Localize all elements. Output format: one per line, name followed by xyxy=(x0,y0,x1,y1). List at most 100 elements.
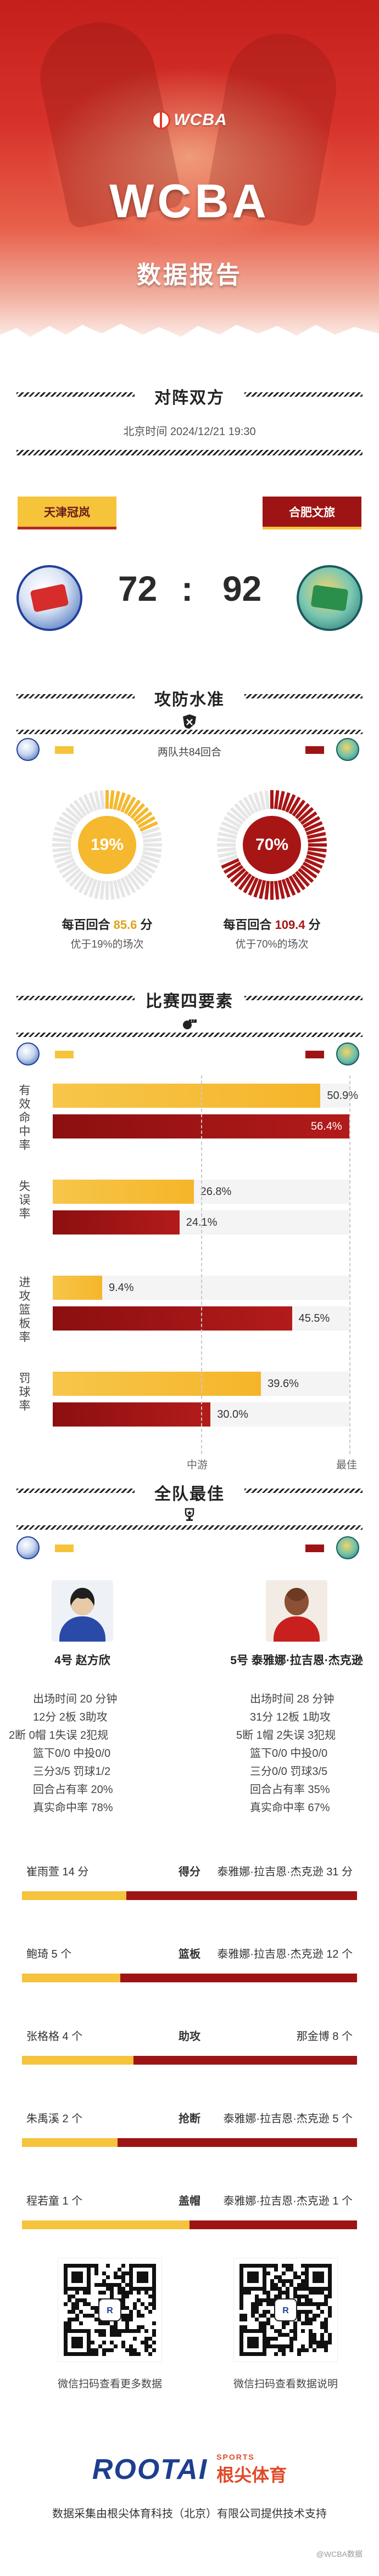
qr-module xyxy=(64,2291,68,2295)
qr-module xyxy=(255,2310,259,2314)
qr-finder xyxy=(137,2271,148,2283)
qr-module xyxy=(266,2302,270,2306)
qr-module xyxy=(263,2314,266,2318)
qr-module xyxy=(141,2302,144,2306)
home-stat-line: 回合占有率 20% xyxy=(33,1784,113,1796)
ring-tick xyxy=(288,875,301,894)
qr-module xyxy=(297,2352,301,2356)
qr-module xyxy=(114,2271,118,2275)
qr-module xyxy=(266,2298,270,2302)
qr-module xyxy=(293,2271,297,2275)
home-factor-bar xyxy=(53,1372,261,1396)
qr-code-more-data[interactable]: R xyxy=(58,2258,162,2362)
away-mini-logo xyxy=(336,738,359,761)
qr-module xyxy=(328,2310,332,2314)
qr-code-data-notes[interactable]: R xyxy=(233,2258,338,2362)
qr-module xyxy=(68,2318,71,2321)
qr-module xyxy=(110,2329,114,2333)
away-color-swatch xyxy=(305,1051,324,1058)
ring-tick xyxy=(109,881,115,900)
ring-tick xyxy=(58,816,77,828)
home-points-per-100: 每百回合 85.6 分 xyxy=(25,915,190,933)
qr-module xyxy=(313,2318,316,2321)
qr-module xyxy=(282,2325,286,2329)
qr-module xyxy=(270,2337,274,2341)
ring-tick xyxy=(305,826,325,836)
qr-module xyxy=(106,2348,110,2352)
qr-module xyxy=(266,2295,270,2298)
qr-module xyxy=(114,2325,118,2329)
qr-module xyxy=(313,2337,316,2341)
ring-tick xyxy=(69,803,85,819)
ring-tick xyxy=(142,850,161,858)
away-mini-logo xyxy=(336,1042,359,1066)
qr-module xyxy=(125,2325,129,2329)
home-leader: 张格格 4 个 xyxy=(26,2031,83,2043)
ring-tick xyxy=(308,837,327,843)
qr-module xyxy=(121,2318,125,2321)
qr-module xyxy=(121,2291,125,2295)
qr-module xyxy=(255,2318,259,2321)
qr-module xyxy=(152,2295,156,2298)
qr-module xyxy=(125,2314,129,2318)
qr-module xyxy=(239,2302,243,2306)
qr-module xyxy=(293,2287,297,2291)
qr-module xyxy=(305,2314,309,2318)
qr-module xyxy=(320,2310,324,2314)
qr-module xyxy=(137,2310,141,2314)
qr-module xyxy=(282,2264,286,2268)
home-player-photo xyxy=(52,1580,113,1642)
qr-module xyxy=(274,2287,278,2291)
home-leader-bar xyxy=(22,1891,126,1900)
qr-module xyxy=(278,2275,282,2279)
home-leader: 崔雨萱 14 分 xyxy=(26,1866,89,1878)
qr-module xyxy=(297,2275,301,2279)
qr-module xyxy=(110,2325,114,2329)
qr-module xyxy=(282,2333,286,2337)
qr-module xyxy=(316,2344,320,2348)
ring-tick xyxy=(226,811,244,825)
qr-module xyxy=(255,2295,259,2298)
qr-finder xyxy=(313,2271,324,2283)
qr-module xyxy=(270,2279,274,2283)
qr-module xyxy=(106,2321,110,2325)
qr-module xyxy=(148,2295,152,2298)
ring-tick xyxy=(264,790,270,809)
qr-module xyxy=(320,2325,324,2329)
qr-module xyxy=(243,2291,247,2295)
qr-module xyxy=(94,2318,98,2321)
home-color-swatch xyxy=(55,746,74,754)
section-title-matchup: 对阵双方 xyxy=(154,389,225,407)
qr-module xyxy=(251,2302,255,2306)
qr-module xyxy=(301,2287,305,2291)
away-color-swatch xyxy=(305,1545,324,1552)
qr-module xyxy=(259,2298,263,2302)
ring-tick xyxy=(298,807,314,822)
section-divider xyxy=(16,392,135,397)
qr-module xyxy=(286,2291,289,2295)
qr-module xyxy=(121,2271,125,2275)
qr-module xyxy=(91,2341,94,2344)
qr-module xyxy=(144,2344,148,2348)
qr-module xyxy=(102,2279,106,2283)
home-leader: 鲍琦 5 个 xyxy=(26,1948,72,1960)
ring-tick xyxy=(294,871,310,887)
qr-module xyxy=(110,2333,114,2337)
qr-module xyxy=(301,2310,305,2314)
section-divider xyxy=(16,694,135,698)
ring-tick xyxy=(306,850,326,858)
qr-module xyxy=(133,2337,137,2341)
qr-module xyxy=(64,2325,68,2329)
qr-module xyxy=(320,2333,324,2337)
qr-module xyxy=(121,2329,125,2333)
qr-module xyxy=(301,2329,305,2333)
qr-module xyxy=(270,2298,274,2302)
home-mini-logo xyxy=(16,1536,40,1559)
ring-tick xyxy=(238,873,252,890)
home-player-name: 4号 赵方欣 xyxy=(54,1654,110,1667)
qr-module xyxy=(263,2298,266,2302)
qr-module xyxy=(94,2310,98,2314)
qr-module xyxy=(243,2314,247,2318)
qr-module xyxy=(129,2329,133,2333)
qr-module xyxy=(110,2291,114,2295)
